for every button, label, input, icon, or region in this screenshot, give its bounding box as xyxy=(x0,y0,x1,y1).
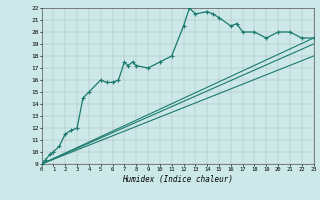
X-axis label: Humidex (Indice chaleur): Humidex (Indice chaleur) xyxy=(122,175,233,184)
